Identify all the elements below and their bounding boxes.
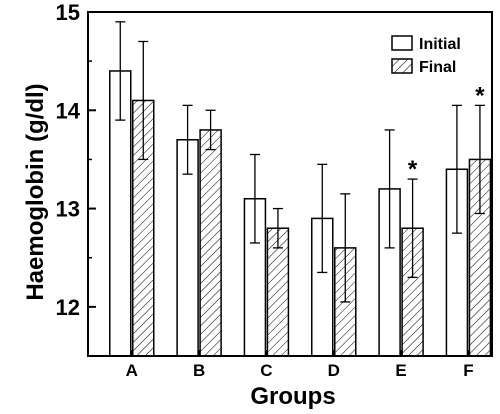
axes: Haemoglobin (g/dl) Groups 12 13 14 15 A B C D E F (22, 0, 493, 410)
x-axis-title: Groups (250, 383, 335, 410)
plot-area: ** (109, 21, 492, 357)
significance-marker: * (475, 82, 485, 109)
y-axis-title: Haemoglobin (g/dl) (22, 83, 49, 300)
legend-label-initial: Initial (419, 36, 461, 53)
legend-swatch-initial (391, 35, 413, 51)
y-tick-label: 14 (56, 98, 81, 123)
plot-frame (87, 11, 493, 357)
bar-final-b (199, 129, 222, 357)
legend-label-final: Final (419, 59, 456, 76)
x-tick-label: A (126, 361, 138, 380)
legend-swatch-final (391, 58, 413, 74)
significance-marker: * (408, 156, 418, 183)
x-tick-label: F (463, 361, 473, 380)
x-tick-label: C (260, 361, 272, 380)
x-tick-label: D (328, 361, 340, 380)
y-tick-label: 15 (56, 0, 80, 25)
y-tick-label: 12 (56, 295, 80, 320)
legend: Initial Final (391, 35, 461, 76)
x-tick-label: E (395, 361, 406, 380)
x-tick-label: B (193, 361, 205, 380)
y-tick-label: 13 (56, 197, 80, 222)
